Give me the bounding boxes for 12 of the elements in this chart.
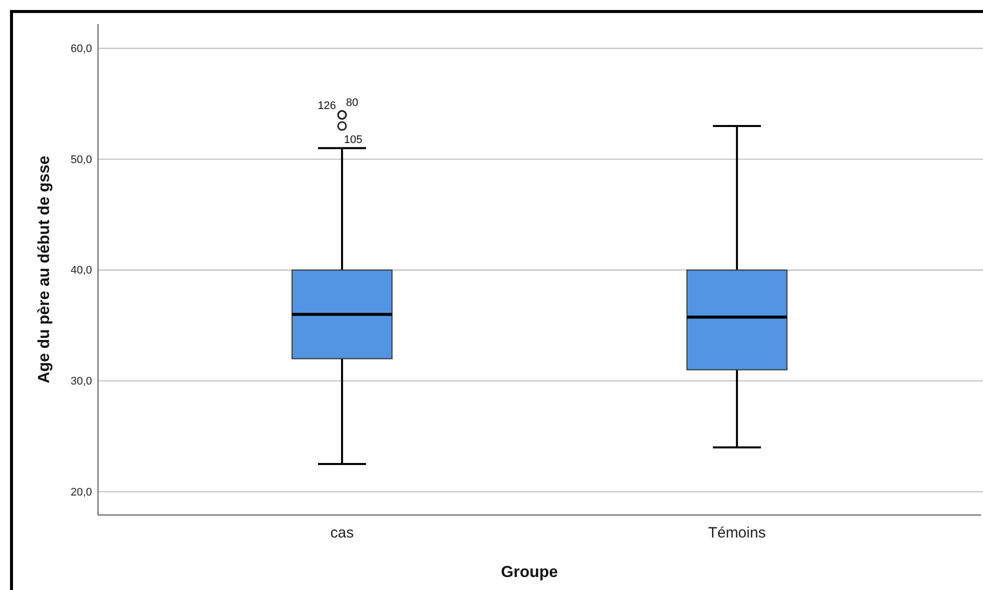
y-tick-label: 40,0: [70, 264, 92, 277]
annotation: 105: [344, 134, 362, 146]
y-axis-title: Age du père au début de gsse: [36, 156, 53, 384]
x-axis-title: Groupe: [501, 564, 558, 581]
y-tick-label: 30,0: [70, 375, 92, 388]
x-tick-label: cas: [330, 524, 354, 542]
y-tick-label: 60,0: [70, 42, 92, 55]
y-tick-label: 50,0: [70, 154, 92, 166]
y-tick-label: 20,0: [70, 486, 92, 498]
annotation: 126: [318, 100, 336, 112]
annotation: 80: [346, 96, 358, 109]
x-tick-label: Témoins: [708, 524, 766, 542]
